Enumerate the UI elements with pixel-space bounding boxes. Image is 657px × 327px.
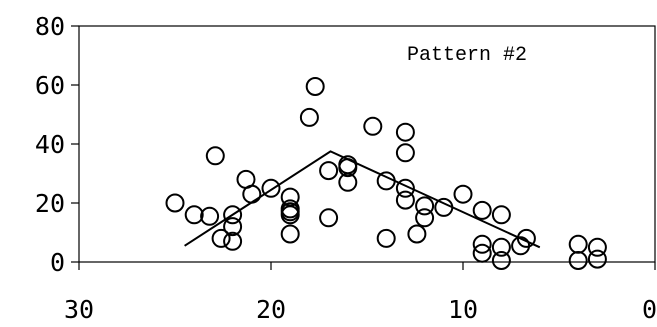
data-point (395, 122, 415, 142)
data-point (319, 208, 339, 228)
data-point (280, 224, 300, 244)
y-tick-label: 0 (50, 248, 65, 277)
pattern-annotation: Pattern #2 (407, 44, 527, 67)
data-point (472, 243, 492, 263)
data-point (491, 251, 511, 270)
data-point (223, 231, 243, 251)
y-axis: 0 20 40 60 80 (35, 12, 79, 277)
data-point (568, 234, 588, 254)
data-point (434, 197, 454, 217)
data-point (319, 161, 339, 181)
trend-line (184, 150, 541, 249)
data-point (223, 217, 243, 237)
data-point (376, 228, 396, 248)
x-tick-label: 30 (64, 295, 94, 324)
data-point (491, 205, 511, 225)
data-point (395, 178, 415, 198)
data-point (200, 206, 220, 226)
data-point (305, 77, 325, 96)
y-tick-label: 20 (35, 189, 65, 218)
data-point (299, 107, 319, 127)
data-point (261, 178, 281, 198)
data-point (516, 228, 536, 248)
data-point (242, 184, 262, 204)
data-point (568, 251, 588, 270)
x-tick-label: 0 (642, 295, 657, 324)
data-point (395, 143, 415, 163)
data-point (184, 205, 204, 225)
x-axis: 30 20 10 0 (64, 262, 657, 324)
y-tick-label: 40 (35, 130, 65, 159)
data-point (376, 171, 396, 191)
data-point (338, 158, 358, 178)
data-point (472, 234, 492, 254)
x-tick-label: 10 (448, 295, 478, 324)
data-point (205, 146, 225, 166)
trend-line-group (184, 150, 541, 249)
data-point (587, 237, 607, 257)
data-point (407, 224, 427, 244)
data-point (491, 237, 511, 257)
data-point (453, 184, 473, 204)
data-point (211, 228, 231, 248)
y-tick-label: 60 (35, 71, 65, 100)
data-point (395, 190, 415, 210)
data-point (472, 200, 492, 220)
data-point (415, 196, 435, 216)
plot-frame (78, 25, 656, 263)
data-point (587, 249, 607, 269)
data-point (223, 205, 243, 225)
y-tick-label: 80 (35, 12, 65, 41)
data-point (338, 172, 358, 192)
x-tick-label: 20 (256, 295, 286, 324)
data-point (165, 193, 185, 213)
data-point (280, 205, 300, 225)
data-point (415, 208, 435, 228)
data-point (363, 116, 383, 136)
data-points (165, 77, 607, 270)
